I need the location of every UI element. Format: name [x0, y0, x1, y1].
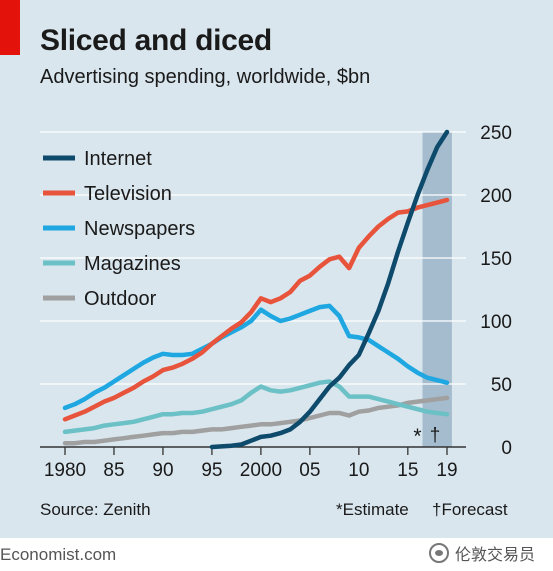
- wechat-label: 伦敦交易员: [454, 547, 535, 564]
- brand-red-tag: [0, 0, 20, 55]
- source-note: Source: Zenith: [40, 500, 151, 519]
- series-line-television: [62, 197, 450, 422]
- legend-label-television: Television: [84, 183, 172, 205]
- wechat-watermark: 伦敦交易员: [428, 541, 535, 565]
- brand-label: Economist.com: [0, 545, 117, 564]
- y-tick-label: 150: [480, 249, 512, 270]
- legend-label-outdoor: Outdoor: [84, 288, 157, 310]
- series-line-internet: [209, 129, 450, 450]
- legend-label-magazines: Magazines: [84, 253, 181, 275]
- x-tick-label: 05: [299, 460, 320, 481]
- y-tick-label: 100: [480, 312, 512, 333]
- x-tick-label: 15: [397, 460, 418, 481]
- wechat-icon: [428, 543, 449, 563]
- chart-subtitle: Advertising spending, worldwide, $bn: [40, 66, 371, 88]
- bottom-strip: [0, 538, 553, 571]
- x-tick-label: 90: [152, 460, 173, 481]
- legend-label-internet: Internet: [84, 148, 152, 170]
- line-chart: 0 50 100 150 200 250 1980 85 90 95 2000 05 10 15 19 Int…: [40, 123, 512, 481]
- estimate-note: *Estimate: [336, 500, 409, 519]
- y-tick-label: 250: [480, 123, 512, 144]
- chart-title: Sliced and diced: [40, 24, 272, 57]
- x-tick-label: 10: [348, 460, 369, 481]
- forecast-note: †Forecast: [432, 500, 508, 519]
- estimate-mark: *: [413, 425, 421, 448]
- forecast-band: [422, 132, 452, 447]
- forecast-mark: †: [430, 425, 441, 446]
- x-tick-label: 1980: [44, 460, 86, 481]
- series-line-newspapers: [62, 303, 450, 411]
- series-line-magazines: [62, 379, 450, 435]
- x-tick-label: 85: [103, 460, 124, 481]
- y-tick-label: 0: [501, 438, 512, 459]
- y-tick-label: 200: [480, 186, 512, 207]
- x-tick-label: 2000: [240, 460, 282, 481]
- legend-label-newspapers: Newspapers: [84, 218, 195, 240]
- y-tick-label: 50: [491, 375, 512, 396]
- x-tick-label: 19: [436, 460, 457, 481]
- series-line-outdoor: [62, 395, 450, 446]
- x-tick-label: 95: [201, 460, 222, 481]
